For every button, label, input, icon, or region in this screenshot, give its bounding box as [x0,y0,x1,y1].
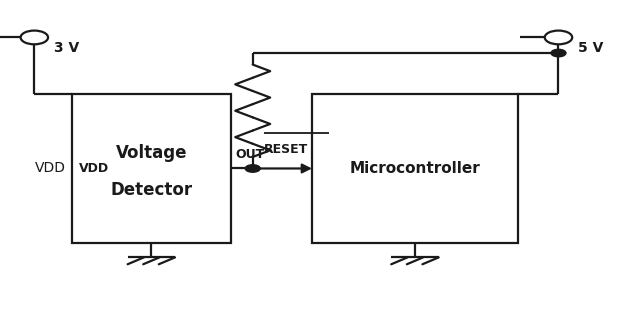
Text: 5 V: 5 V [578,41,604,55]
Text: RESET: RESET [264,143,308,156]
Text: Microcontroller: Microcontroller [349,161,480,176]
Text: VDD: VDD [34,162,66,175]
Text: 3 V: 3 V [54,41,79,55]
Circle shape [245,165,260,172]
Text: Voltage: Voltage [115,144,187,162]
Text: Detector: Detector [110,181,192,199]
Text: VDD: VDD [79,162,109,175]
Bar [72,94,231,243]
Bar [312,94,518,243]
Text: OUT: OUT [236,148,265,161]
Circle shape [551,49,566,57]
